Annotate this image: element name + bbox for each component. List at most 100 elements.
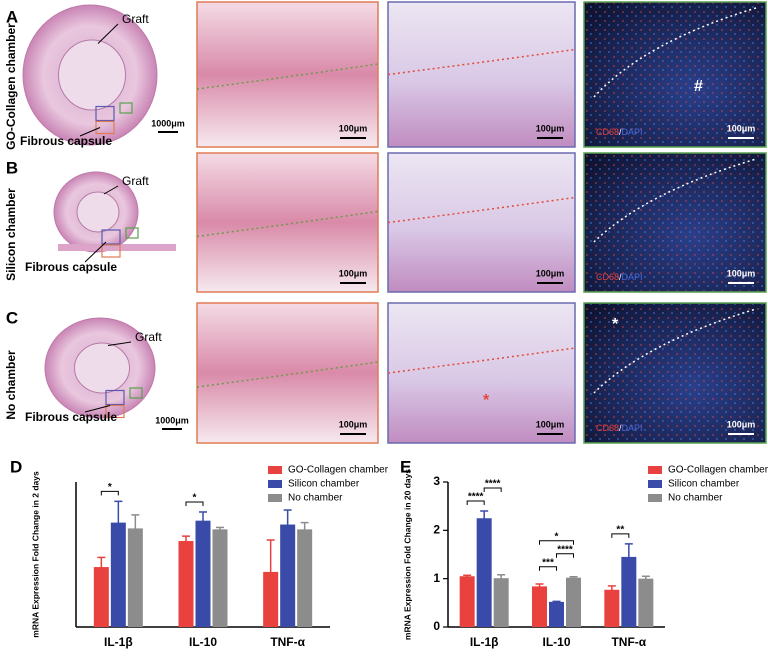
significance-label: **** [557,544,573,555]
scale-label: 100μm [727,419,756,429]
significance-label: **** [485,479,501,490]
boundary-line [196,361,379,388]
bar [212,529,228,627]
graft-label: Graft [122,174,149,188]
panel-letter: D [10,457,22,476]
bar [604,589,620,627]
micrograph [387,152,576,293]
bar [621,556,637,627]
x-tick-label: IL-1β [470,635,499,649]
bar [493,578,509,627]
significance-bracket [100,490,119,496]
scale-label: 1000μm [155,415,189,425]
stain-label: CD68/DAPI [596,423,643,433]
pointer [103,185,119,195]
stain-part: CD68 [596,127,619,137]
stain-part: CD68 [596,272,619,282]
pointer [97,23,119,44]
bar [566,577,581,627]
micrograph [387,1,576,148]
significance-label: * [108,482,112,493]
significance-label: ** [616,525,624,536]
legend-swatch [648,494,662,502]
x-tick-label: TNF-α [270,635,305,649]
graft-label: Graft [122,12,149,26]
bar [638,578,654,627]
boundary-line [593,158,757,243]
legend-label: No chamber [668,493,723,504]
pointer [79,127,101,137]
significance-bracket [483,487,502,492]
legend-swatch [268,480,282,488]
scale-label: 100μm [727,123,756,133]
roi-box [125,227,139,239]
roi-box [105,404,125,419]
y-axis-label: mRNA Expression Fold Change in 20 days [402,469,412,640]
bar [93,567,109,627]
bar [532,586,547,627]
bar [110,522,126,627]
x-tick-label: IL-1β [104,635,133,649]
bar [127,528,143,627]
scale-label: 100μm [339,123,368,133]
x-tick-label: IL-10 [542,635,570,649]
y-tick-label: 1 [433,571,440,585]
stain-label: CD68/DAPI [596,272,643,282]
pointer [107,341,132,346]
roi-box [95,105,115,122]
scale-label: 1000μm [151,118,185,128]
scale-label: 100μm [536,419,565,429]
micrograph [196,1,379,148]
roi-box [129,387,143,399]
pointer [84,405,111,413]
boundary-line [196,210,379,238]
roi-box [95,120,115,135]
fluor-signal [585,3,765,146]
pointer [84,241,107,263]
panel-letter: E [400,457,411,476]
y-tick-label: 2 [433,523,440,537]
roi-box [101,229,121,245]
graft-region [76,191,120,233]
legend-label: Silicon chamber [288,479,360,490]
micrograph [196,152,379,293]
significance-label: * [193,493,197,504]
stain-label: CD68/DAPI [596,127,643,137]
scale-label: 100μm [339,419,368,429]
micrograph [196,302,379,444]
scale-label: 100μm [339,268,368,278]
legend-label: GO-Collagen chamber [668,465,768,476]
stain-part: / [619,127,622,137]
x-tick-label: IL-10 [189,635,217,649]
significance-bracket [556,553,574,558]
panel-letter: C [6,308,18,327]
fluor-signal [585,304,765,442]
significance-label: **** [468,492,484,503]
y-tick-label: 3 [433,474,440,488]
legend-swatch [268,494,282,502]
legend-label: GO-Collagen chamber [288,465,389,476]
marker: * [483,392,490,409]
panel-letter: B [6,158,18,177]
roi-box [105,389,125,406]
roi-box [119,102,133,114]
significance-bracket [539,540,574,545]
bar [549,601,564,627]
legend-swatch [268,466,282,474]
legend-swatch [648,466,662,474]
roi-box [101,244,121,258]
boundary-line [593,308,757,394]
bar [476,518,492,627]
capsule-label: Fibrous capsule [25,410,117,424]
significance-bracket [539,566,557,571]
bar [459,576,475,627]
significance-label: *** [542,557,554,568]
boundary-line [196,63,379,90]
stain-part: DAPI [622,423,643,433]
stain-part: / [619,423,622,433]
row-label: No chamber [4,350,18,420]
bar [178,540,194,627]
micrograph [387,302,576,444]
capsule-label: Fibrous capsule [25,260,117,274]
